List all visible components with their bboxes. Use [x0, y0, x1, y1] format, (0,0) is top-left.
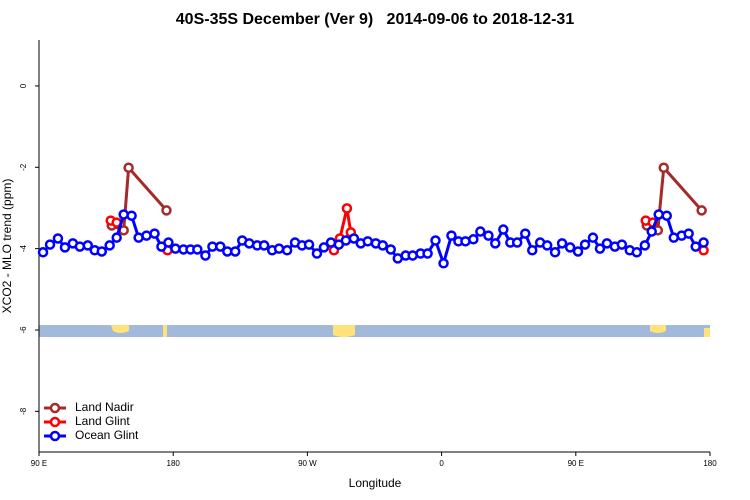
series [106, 162, 707, 236]
data-point [126, 210, 137, 221]
data-point [646, 226, 657, 237]
data-point [123, 162, 134, 173]
data-point [572, 246, 584, 257]
data-point [616, 239, 628, 250]
data-point [631, 247, 643, 258]
data-point [639, 240, 651, 251]
data-point [430, 235, 441, 246]
series [37, 209, 709, 269]
data-point [564, 242, 576, 253]
land-patch [704, 328, 710, 337]
data-point [556, 238, 568, 249]
legend-label: Land Nadir [75, 400, 134, 414]
data-point [468, 234, 479, 245]
data-point [303, 239, 315, 250]
data-point [215, 241, 226, 252]
data-point [498, 224, 509, 235]
data-point [377, 240, 388, 251]
data-point [311, 248, 323, 259]
data-point [170, 243, 181, 254]
land-patch [650, 325, 666, 333]
x-tick-label: 90 E [568, 459, 584, 468]
data-point [527, 245, 538, 256]
x-tick-label: 180 [703, 459, 717, 468]
y-tick-label: -6 [19, 326, 28, 334]
data-point [483, 230, 494, 241]
data-point [37, 247, 49, 258]
data-point [341, 203, 353, 214]
data-point [200, 250, 211, 261]
data-point [318, 242, 330, 253]
legend-marker [49, 416, 61, 428]
data-point [192, 244, 203, 255]
data-point [438, 258, 449, 269]
data-point [587, 232, 599, 243]
data-point [161, 205, 172, 216]
data-point [149, 228, 160, 239]
x-axis-label: Longitude [349, 476, 402, 490]
data-point [348, 233, 360, 244]
y-tick-label: -8 [19, 407, 28, 415]
data-point [549, 247, 561, 258]
y-axis-label: XCO2 - MLO trend (ppm) [0, 179, 14, 314]
data-point [511, 237, 523, 248]
y-tick-label: 0 [19, 83, 28, 88]
data-point [258, 240, 270, 251]
map-strip [39, 325, 710, 337]
data-point [104, 240, 115, 251]
data-point [281, 245, 293, 256]
data-point [141, 230, 152, 241]
data-point [541, 240, 553, 251]
data-point [658, 162, 670, 173]
data-point [696, 205, 707, 216]
x-tick-label: 90 E [31, 459, 47, 468]
data-point [422, 248, 433, 259]
data-point [594, 243, 606, 254]
x-tick-label: 90 W [298, 459, 317, 468]
y-tick-label: -4 [19, 245, 28, 253]
y-tick-label: -2 [19, 163, 28, 171]
data-point [229, 246, 241, 257]
x-tick-label: 0 [439, 459, 444, 468]
legend-marker [49, 430, 61, 442]
data-point [520, 228, 531, 239]
data-point [273, 243, 285, 254]
series-line [111, 164, 168, 233]
data-point [96, 246, 108, 257]
ocean-strip [39, 325, 710, 337]
land-patch [333, 325, 355, 337]
data-point [683, 228, 694, 239]
legend-marker [49, 402, 61, 414]
data-point [661, 210, 673, 221]
data-point [475, 226, 486, 237]
chart-title: 40S-35S December (Ver 9) 2014-09-06 to 2… [176, 11, 575, 28]
data-point [82, 240, 94, 251]
data-point [362, 236, 374, 247]
data-point [111, 232, 122, 243]
data-point [59, 242, 71, 253]
data-point [52, 233, 64, 244]
data-point [579, 239, 591, 250]
land-patch [163, 325, 167, 337]
data-point [698, 237, 709, 248]
x-tick-label: 180 [167, 459, 181, 468]
data-point [653, 209, 664, 220]
data-point [163, 237, 174, 248]
land-patch [111, 325, 129, 333]
data-point [44, 239, 56, 250]
data-point [490, 238, 501, 249]
legend-label: Land Glint [75, 414, 130, 428]
data-point [385, 244, 397, 255]
data-point [340, 235, 352, 246]
data-point [690, 241, 701, 252]
legend-label: Ocean Glint [75, 428, 139, 442]
data-point [446, 230, 457, 241]
